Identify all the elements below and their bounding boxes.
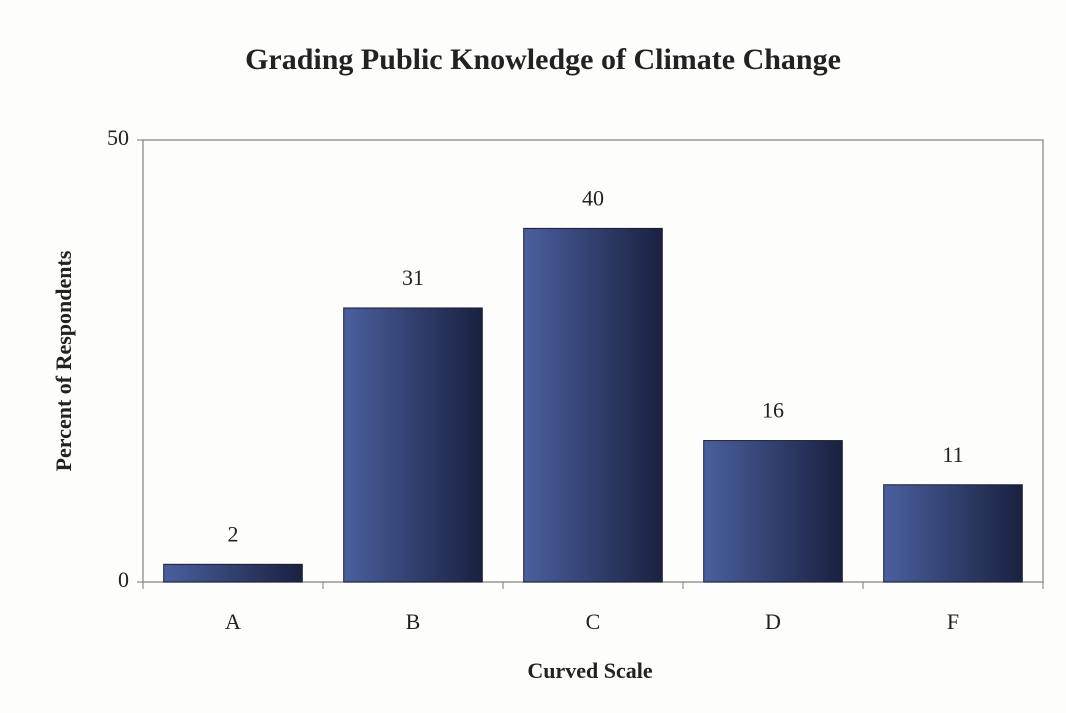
- x-tick-label: D: [765, 609, 781, 634]
- x-axis-label: Curved Scale: [527, 658, 653, 683]
- data-label: 40: [582, 185, 604, 210]
- data-label: 16: [762, 398, 784, 423]
- y-axis-label: Percent of Respondents: [51, 250, 76, 471]
- x-tick-label: B: [406, 609, 421, 634]
- x-tick-label: F: [947, 609, 959, 634]
- bar: [883, 484, 1023, 583]
- bar: [523, 227, 663, 583]
- data-label: 31: [402, 265, 424, 290]
- bar: [343, 307, 483, 583]
- bar: [163, 563, 303, 583]
- y-tick-label: 0: [118, 567, 129, 592]
- bar: [703, 440, 843, 583]
- data-label: 2: [228, 521, 239, 546]
- y-tick-label: 50: [107, 125, 129, 150]
- chart-title: Grading Public Knowledge of Climate Chan…: [245, 43, 841, 76]
- x-tick-label: C: [586, 609, 601, 634]
- x-tick-label: A: [225, 609, 241, 634]
- data-label: 11: [942, 442, 963, 467]
